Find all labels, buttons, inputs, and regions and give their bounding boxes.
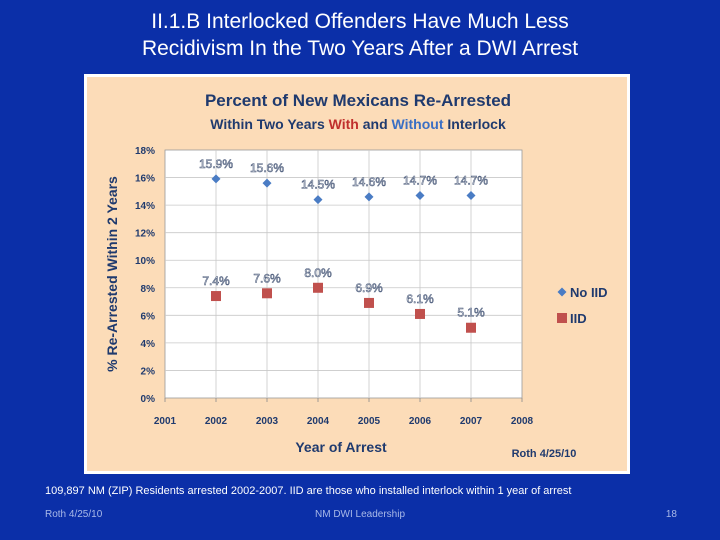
x-tick-label: 2004: [307, 416, 330, 427]
y-axis-title: % Re-Arrested Within 2 Years: [104, 176, 120, 372]
iid-data-label: 8.0%: [304, 266, 332, 280]
iid-point: [466, 322, 476, 333]
y-tick-label: 16%: [135, 174, 155, 185]
plot-area: [164, 149, 523, 399]
no-iid-data-label: 15.6%: [250, 161, 284, 175]
iid-point: [262, 288, 272, 299]
slide-title-line2: Recidivism In the Two Years After a DWI …: [141, 37, 579, 60]
x-tick-label: 2006: [409, 416, 432, 427]
x-tick-label: 2005: [358, 416, 381, 427]
y-tick-label: 4%: [141, 339, 156, 350]
chart-subtitle-part-1: With: [329, 116, 359, 132]
slide-number: 18: [665, 509, 677, 520]
slide-title: II.1.B Interlocked Offenders Have Much L…: [0, 8, 720, 62]
x-tick-label: 2007: [460, 416, 483, 427]
chart-subtitle-part-0: Within Two Years: [210, 116, 328, 132]
y-tick-label: 8%: [141, 284, 156, 295]
iid-data-label: 5.1%: [457, 306, 485, 320]
y-tick-label: 18%: [135, 146, 155, 157]
footer-organization: NM DWI Leadership: [314, 509, 406, 520]
iid-data-label: 6.9%: [355, 281, 383, 295]
chart-subtitle: Within Two Years With and Without Interl…: [210, 116, 506, 132]
y-tick-label: 12%: [135, 229, 155, 240]
x-axis-title: Year of Arrest: [295, 439, 387, 455]
y-tick-label: 2%: [141, 366, 156, 377]
no-iid-data-label: 14.6%: [352, 175, 386, 189]
no-iid-point: [415, 190, 425, 200]
x-tick-label: 2003: [256, 416, 279, 427]
iid-data-label: 6.1%: [406, 292, 434, 306]
legend-iid-label: IID: [570, 311, 587, 326]
no-iid-point: [466, 190, 476, 200]
no-iid-data-label: 14.7%: [454, 173, 488, 187]
y-tick-label: 6%: [141, 311, 156, 322]
iid-point: [415, 308, 425, 319]
no-iid-point: [262, 178, 272, 188]
x-tick-label: 2008: [511, 416, 534, 427]
footnote: 109,897 NM (ZIP) Residents arrested 2002…: [45, 485, 572, 497]
iid-point: [364, 297, 374, 308]
no-iid-data-label: 15.9%: [199, 157, 233, 171]
no-iid-data-label: 14.7%: [403, 173, 437, 187]
slide-title-line1: II.1.B Interlocked Offenders Have Much L…: [151, 10, 569, 33]
iid-point: [211, 291, 221, 302]
legend-no-iid-marker: [557, 287, 567, 297]
no-iid-data-label: 14.5%: [301, 178, 335, 192]
no-iid-point: [211, 174, 221, 184]
iid-data-label: 7.4%: [202, 274, 230, 288]
chart-annotation: Roth 4/25/10: [512, 448, 577, 460]
footer-author-date: Roth 4/25/10: [45, 509, 103, 520]
chart: Percent of New Mexicans Re-Arrested Withi…: [104, 91, 608, 460]
chart-subtitle-part-4: Interlock: [443, 116, 505, 132]
y-tick-label: 10%: [135, 256, 155, 267]
chart-subtitle-part-2: and: [359, 116, 392, 132]
no-iid-point: [364, 192, 374, 202]
x-tick-label: 2001: [154, 416, 177, 427]
no-iid-point: [313, 195, 323, 205]
x-tick-label: 2002: [205, 416, 228, 427]
chart-subtitle-part-3: Without: [392, 116, 444, 132]
legend-no-iid-label: No IID: [570, 285, 608, 300]
chart-frame: Percent of New Mexicans Re-Arrested Withi…: [84, 74, 630, 474]
y-tick-label: 0%: [141, 394, 156, 405]
y-tick-label: 14%: [135, 201, 155, 212]
legend-iid-marker: [557, 313, 567, 323]
iid-point: [313, 282, 323, 293]
iid-data-label: 7.6%: [253, 271, 281, 285]
chart-title: Percent of New Mexicans Re-Arrested: [205, 91, 511, 110]
